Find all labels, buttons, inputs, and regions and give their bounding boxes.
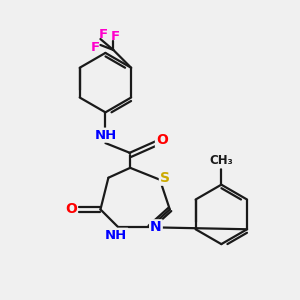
Text: F: F bbox=[99, 28, 108, 40]
Text: F: F bbox=[111, 30, 120, 43]
Text: NH: NH bbox=[94, 129, 116, 142]
Text: S: S bbox=[160, 171, 170, 185]
Text: O: O bbox=[156, 133, 168, 147]
Text: NH: NH bbox=[105, 229, 128, 242]
Text: O: O bbox=[65, 202, 77, 216]
Text: N: N bbox=[150, 220, 162, 234]
Text: CH₃: CH₃ bbox=[209, 154, 233, 167]
Text: F: F bbox=[91, 41, 100, 55]
